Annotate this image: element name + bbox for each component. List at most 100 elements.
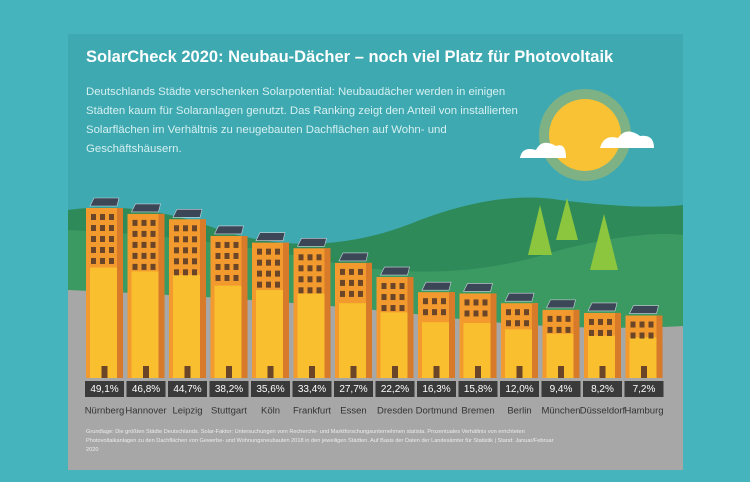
chart-title: SolarCheck 2020: Neubau-Dächer – noch vi… [86,48,614,66]
window [381,294,387,301]
window [358,290,363,297]
tree [590,214,618,270]
value-label: 22,2% [381,384,409,395]
value-label-box [292,381,332,397]
bar [131,271,161,378]
window [91,258,96,264]
x-tick-label: Essen [340,406,366,417]
value-label: 8,2% [591,384,614,395]
window [598,318,603,325]
window [132,263,138,270]
window [316,265,322,272]
x-tick-label: Hamburg [624,406,663,417]
door [350,366,357,378]
window [515,309,520,316]
window [316,276,322,283]
window [141,219,147,226]
window [109,214,114,220]
window [215,241,221,248]
window [298,254,304,261]
building-side [283,242,289,378]
value-label-box [126,381,166,397]
value-label-box [417,381,456,397]
window [141,252,147,259]
window [307,265,313,272]
window [358,279,363,286]
value-label-box [251,381,290,397]
window [224,263,230,270]
window [100,247,105,253]
window [100,214,105,220]
door [309,366,315,378]
bar [173,274,202,378]
window [473,310,479,317]
window [233,252,239,259]
building-side [158,213,165,378]
solar-panel [587,302,618,312]
bar [339,303,368,378]
window [630,332,636,339]
bar [256,290,285,378]
x-tick-label: Frankfurt [293,406,331,417]
window [648,321,654,328]
window [390,305,396,312]
window [100,258,105,264]
value-label: 7,2% [633,384,656,395]
window [100,225,105,231]
window [464,310,470,317]
solar-panel [255,232,286,241]
window [192,258,197,265]
building-side [241,235,248,378]
window [132,219,138,226]
bar [297,293,327,378]
window [257,259,262,266]
value-label-box [541,381,581,397]
window [565,326,571,333]
window [150,241,156,248]
window [524,309,529,316]
x-tick-label: Köln [261,406,280,417]
window [141,263,147,270]
window [224,252,230,259]
window [316,287,322,294]
window [340,268,345,275]
window [109,258,114,264]
value-label-box [583,381,622,397]
value-label: 16,3% [422,384,450,395]
window [524,320,529,327]
solar-panel [504,292,535,302]
window [399,283,405,290]
cloud [600,131,654,148]
sun [549,99,621,171]
x-tick-label: Dresden [377,406,413,417]
window [183,236,188,243]
window [141,241,147,248]
window [275,259,280,266]
window [233,263,239,270]
window [506,309,511,316]
building-side [449,292,455,378]
window [174,225,179,232]
cloud [520,142,566,158]
value-label: 12,0% [505,384,533,395]
window [174,258,179,265]
window [150,252,156,259]
value-label-box [375,381,415,397]
footnote: Grundlage: Die größten Städte Deutschlan… [86,429,554,453]
window [358,268,363,275]
value-label-box [168,381,207,397]
window [91,225,96,231]
tree [556,198,578,240]
window [215,274,221,281]
chart-subtitle: Deutschlands Städte verschenken Solarpot… [86,86,518,155]
x-tick-label: Stuttgart [211,406,247,417]
window [183,258,188,265]
window [648,332,654,339]
window [266,259,271,266]
window [266,248,271,255]
window [109,247,114,253]
door [184,366,191,378]
solar-panel [338,252,369,262]
solar-panel [629,305,659,314]
value-label: 49,1% [90,384,118,395]
